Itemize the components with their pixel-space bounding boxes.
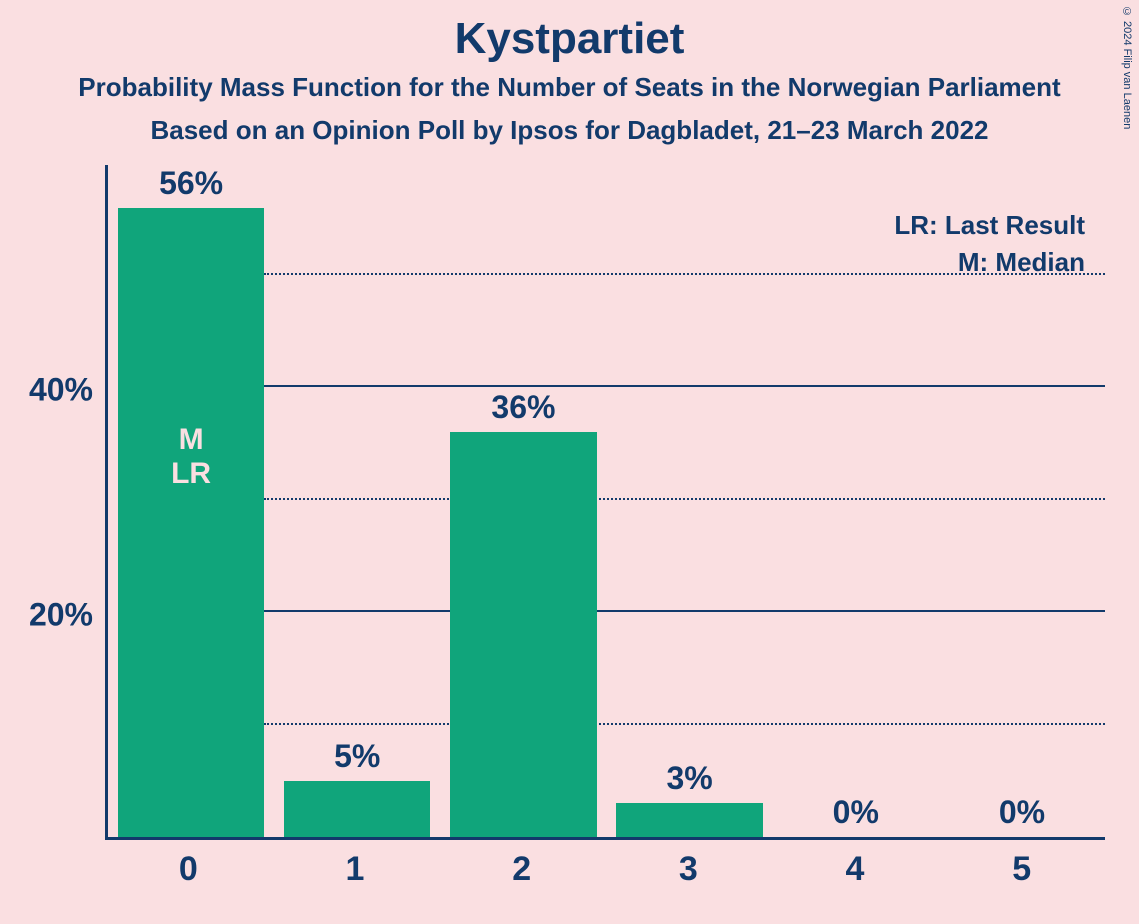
bar-slot: 0% [773, 165, 939, 837]
bar-slot: 3% [607, 165, 773, 837]
x-category-label: 2 [438, 850, 605, 889]
x-category-label: 0 [105, 850, 272, 889]
x-category-label: 1 [272, 850, 439, 889]
bar-value-label: 0% [999, 794, 1045, 831]
bars-container: 56% MLR 5% 36% 3% 0% 0% [108, 165, 1105, 837]
plot-region: 56% MLR 5% 36% 3% 0% 0% [105, 165, 1105, 840]
bar [616, 803, 762, 837]
bar-slot: 56% MLR [108, 165, 274, 837]
chart-subtitle-2: Based on an Opinion Poll by Ipsos for Da… [0, 115, 1139, 146]
bar-slot: 36% [440, 165, 606, 837]
y-tick-label: 40% [29, 372, 93, 409]
bar-slot: 0% [939, 165, 1105, 837]
bar-value-label: 3% [666, 760, 712, 797]
bar-value-label: 36% [491, 389, 555, 426]
median-marker: MLR [118, 423, 264, 491]
bar-value-label: 0% [833, 794, 879, 831]
bar [450, 432, 596, 837]
x-category-label: 5 [938, 850, 1105, 889]
x-category-label: 4 [772, 850, 939, 889]
chart-area: LR: Last Result M: Median 56%MLR5%36%3%0… [105, 210, 1105, 840]
y-tick-label: 20% [29, 597, 93, 634]
chart-subtitle-1: Probability Mass Function for the Number… [0, 72, 1139, 103]
bar [284, 781, 430, 837]
copyright-label: © 2024 Filip van Laenen [1121, 6, 1133, 129]
chart-title: Kystpartiet [0, 0, 1139, 64]
x-category-label: 3 [605, 850, 772, 889]
bar-value-label: 5% [334, 738, 380, 775]
bar-value-label: 56% [159, 165, 223, 202]
bar-slot: 5% [274, 165, 440, 837]
bar: MLR [118, 208, 264, 837]
